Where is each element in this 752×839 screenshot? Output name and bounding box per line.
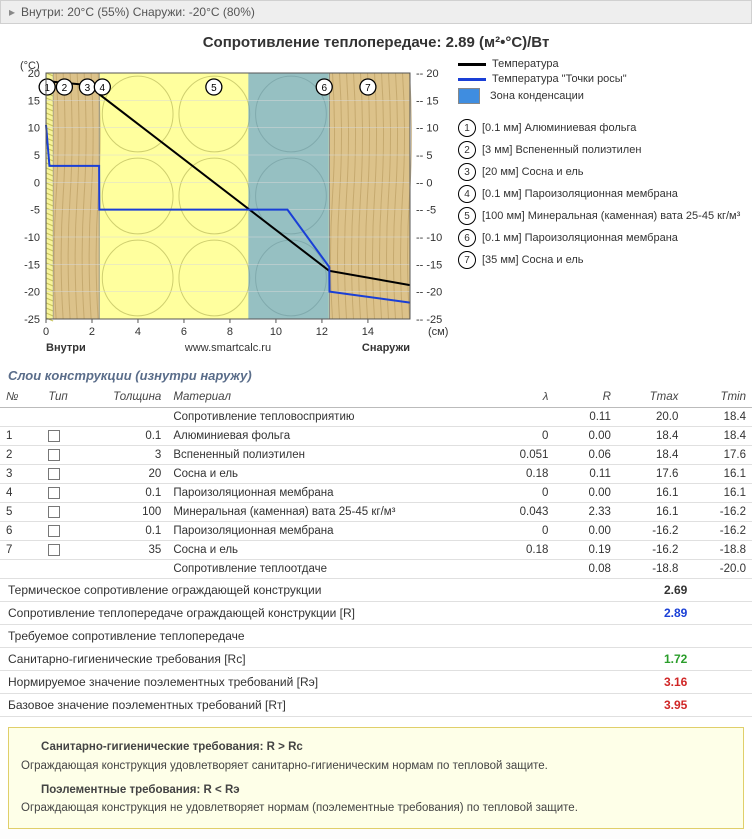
svg-text:-- 15: -- 15 (416, 95, 439, 107)
table-row: 735Сосна и ель0.180.19-16.2-18.8 (0, 541, 752, 560)
summary-row: Сопротивление теплопередаче ограждающей … (0, 602, 752, 625)
svg-text:-- 20: -- 20 (416, 68, 439, 80)
note-2-title: Поэлементные требования: R < Rэ (41, 781, 731, 799)
note-1-title: Санитарно-гигиенические требования: R > … (41, 738, 731, 756)
svg-text:(см): (см) (428, 326, 448, 338)
chart-legend: Температура Температура "Точки росы" Зона … (448, 55, 744, 358)
legend-layer: 7[35 мм] Сосна и ель (458, 251, 744, 269)
legend-layer: 3[20 мм] Сосна и ель (458, 163, 744, 181)
svg-text:3: 3 (85, 83, 91, 94)
legend-series: Температура (458, 58, 744, 70)
svg-text:6: 6 (181, 326, 187, 338)
svg-text:8: 8 (227, 326, 233, 338)
table-row: 23Вспененный полиэтилен0.0510.0618.417.6 (0, 446, 752, 465)
chart-title: Сопротивление теплопередаче: 2.89 (м²•°C… (0, 24, 752, 55)
svg-text:2: 2 (62, 83, 68, 94)
svg-text:-- -15: -- -15 (416, 259, 442, 271)
legend-layer: 1[0.1 мм] Алюминиевая фольга (458, 119, 744, 137)
col-R: R (554, 387, 616, 408)
svg-text:Снаружи: Снаружи (362, 342, 410, 354)
svg-text:15: 15 (28, 95, 40, 107)
note-1-body: Ограждающая конструкция удовлетворяет са… (21, 757, 731, 775)
svg-text:-- -10: -- -10 (416, 232, 442, 244)
note-2-body: Ограждающая конструкция не удовлетворяет… (21, 799, 731, 817)
col-mat: Материал (167, 387, 482, 408)
table-row: 60.1Пароизоляционная мембрана00.00-16.2-… (0, 522, 752, 541)
svg-text:-- 5: -- 5 (416, 150, 433, 162)
table-row: 5100Минеральная (каменная) вата 25-45 кг… (0, 503, 752, 522)
svg-text:(°C): (°C) (20, 60, 40, 72)
svg-text:10: 10 (270, 326, 282, 338)
svg-text:5: 5 (34, 150, 40, 162)
col-n: № (0, 387, 42, 408)
table-row: Сопротивление тепловосприятию0.1120.018.… (0, 408, 752, 427)
svg-text:0: 0 (43, 326, 49, 338)
col-type: Тип (42, 387, 84, 408)
legend-series: Температура "Точки росы" (458, 73, 744, 85)
svg-text:-5: -5 (30, 205, 40, 217)
table-row: 10.1Алюминиевая фольга00.0018.418.4 (0, 427, 752, 446)
svg-text:1: 1 (44, 83, 50, 94)
summary-row: Нормируемое значение поэлементных требов… (0, 671, 752, 694)
table-row: 40.1Пароизоляционная мембрана00.0016.116… (0, 484, 752, 503)
svg-text:0: 0 (34, 177, 40, 189)
conditions-text: Внутри: 20°C (55%) Снаружи: -20°C (80%) (21, 5, 255, 19)
svg-text:-25: -25 (24, 314, 40, 326)
col-Tmin: Tmin (684, 387, 752, 408)
summary-row: Требуемое сопротивление теплопередаче (0, 625, 752, 648)
conditions-header[interactable]: ▸ Внутри: 20°C (55%) Снаружи: -20°C (80%… (0, 0, 752, 24)
svg-text:-20: -20 (24, 287, 40, 299)
summary-table: Термическое сопротивление ограждающей ко… (0, 579, 752, 717)
legend-layer: 2[3 мм] Вспененный полиэтилен (458, 141, 744, 159)
legend-layer: 4[0.1 мм] Пароизоляционная мембрана (458, 185, 744, 203)
summary-row: Термическое сопротивление ограждающей ко… (0, 579, 752, 602)
svg-text:www.smartcalc.ru: www.smartcalc.ru (184, 342, 271, 354)
svg-text:6: 6 (321, 83, 327, 94)
svg-text:5: 5 (211, 83, 217, 94)
compliance-notes: Санитарно-гигиенические требования: R > … (8, 727, 744, 829)
svg-text:7: 7 (365, 83, 371, 94)
legend-layer: 6[0.1 мм] Пароизоляционная мембрана (458, 229, 744, 247)
svg-text:12: 12 (316, 326, 328, 338)
svg-text:-15: -15 (24, 259, 40, 271)
summary-row: Санитарно-гигиенические требования [Rс]1… (0, 648, 752, 671)
table-row: Сопротивление теплоотдаче0.08-18.8-20.0 (0, 560, 752, 579)
thermal-chart: -25 -- -25 -20 -- -20 -15 -- -15 -10 -- -10 -5 --… (8, 55, 448, 355)
col-Tmax: Tmax (617, 387, 685, 408)
summary-row: Базовое значение поэлементных требований… (0, 694, 752, 717)
legend-series: Зона конденсации (458, 88, 744, 104)
svg-text:4: 4 (100, 83, 106, 94)
svg-text:10: 10 (28, 123, 40, 135)
svg-text:-- -20: -- -20 (416, 287, 442, 299)
expand-icon: ▸ (9, 5, 15, 19)
svg-text:-10: -10 (24, 232, 40, 244)
table-row: 320Сосна и ель0.180.1117.616.1 (0, 465, 752, 484)
svg-text:-- -5: -- -5 (416, 205, 436, 217)
svg-text:-- 0: -- 0 (416, 177, 433, 189)
svg-text:-- -25: -- -25 (416, 314, 442, 326)
svg-text:4: 4 (135, 326, 141, 338)
layers-heading: Слои конструкции (изнутри наружу) (0, 362, 752, 387)
svg-text:-- 10: -- 10 (416, 123, 439, 135)
svg-text:2: 2 (89, 326, 95, 338)
col-th: Толщина (85, 387, 168, 408)
col-lam: λ (482, 387, 555, 408)
svg-text:Внутри: Внутри (46, 342, 86, 354)
svg-text:14: 14 (362, 326, 374, 338)
legend-layer: 5[100 мм] Минеральная (каменная) вата 25… (458, 207, 744, 225)
layers-table: №ТипТолщинаМатериалλRTmaxTmin Сопротивле… (0, 387, 752, 579)
